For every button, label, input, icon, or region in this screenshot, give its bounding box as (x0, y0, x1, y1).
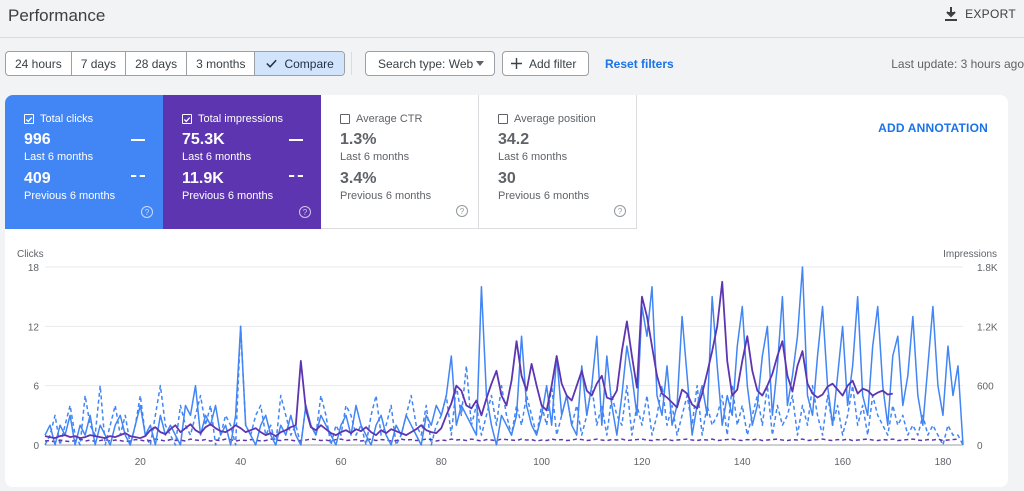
toolbar-divider (351, 52, 352, 75)
chart-gridlines (45, 266, 963, 446)
y-left-tick-label: 0 (33, 441, 39, 452)
series-line-impressions-previous (44, 438, 959, 443)
x-tick-label: 60 (335, 457, 347, 468)
card-previous-period: Previous 6 months (498, 190, 590, 202)
x-tick-label: 160 (834, 457, 851, 468)
card-previous-value: 3.4% (340, 170, 377, 187)
card-previous-period: Previous 6 months (182, 190, 274, 202)
check-icon (266, 59, 278, 68)
add-filter-label: Add filter (529, 56, 577, 71)
caret-down-icon (476, 61, 484, 66)
download-icon (945, 7, 958, 21)
card-previous-value: 30 (498, 170, 516, 187)
card-previous-value: 11.9K (182, 170, 224, 187)
chart-axis-labels: 0 0 6 600 12 1.2K 18 1.8K Clicks Impressions 20 40 6… (17, 249, 998, 468)
range-7-days[interactable]: 7 days (72, 52, 127, 75)
card-label: Total clicks (40, 113, 94, 125)
reset-filters-link[interactable]: Reset filters (605, 57, 674, 71)
x-tick-label: 20 (135, 457, 147, 468)
header: Performance EXPORT (0, 0, 1024, 38)
help-icon[interactable]: ? (456, 205, 468, 217)
range-compare-label: Compare (284, 56, 334, 71)
plus-icon (511, 58, 522, 69)
range-3-months[interactable]: 3 months (187, 52, 256, 75)
card-period: Last 6 months (340, 151, 410, 163)
search-type-label: Search type: Web (378, 56, 474, 71)
card-previous-period: Previous 6 months (340, 190, 432, 202)
y-left-tick-label: 12 (28, 322, 40, 333)
card-label: Total impressions (198, 113, 283, 125)
legend-dashed-line-icon (131, 175, 145, 177)
card-total-clicks[interactable]: Total clicks 996 Last 6 months 409 Previ… (5, 95, 163, 229)
legend-solid-line-icon (289, 139, 303, 141)
x-tick-label: 120 (634, 457, 651, 468)
range-28-days[interactable]: 28 days (126, 52, 188, 75)
card-value: 1.3% (340, 131, 377, 148)
range-compare[interactable]: Compare (255, 52, 344, 75)
y-right-tick-label: 600 (977, 382, 994, 393)
checkbox-checked-icon[interactable] (24, 114, 34, 124)
x-tick-label: 140 (734, 457, 751, 468)
checkbox-unchecked-icon[interactable] (498, 114, 508, 124)
add-annotation-button[interactable]: ADD ANNOTATION (878, 121, 988, 135)
export-button[interactable]: EXPORT (943, 6, 1016, 22)
help-icon[interactable]: ? (141, 206, 153, 218)
y-right-axis-label: Impressions (943, 249, 997, 260)
x-tick-label: 80 (436, 457, 448, 468)
y-right-tick-label: 0 (977, 441, 983, 452)
card-value: 34.2 (498, 131, 530, 148)
add-filter-button[interactable]: Add filter (502, 51, 589, 76)
card-previous-period: Previous 6 months (24, 190, 116, 202)
card-average-position[interactable]: Average position 34.2 Last 6 months 30 P… (479, 95, 637, 229)
legend-solid-line-icon (131, 139, 145, 141)
chart-series (44, 266, 964, 446)
series-line-clicks (44, 266, 964, 446)
checkbox-checked-icon[interactable] (182, 114, 192, 124)
series-line-impressions (44, 280, 893, 439)
date-range-group: 24 hours 7 days 28 days 3 months Compare (5, 51, 345, 76)
legend-dashed-line-icon (289, 175, 303, 177)
card-value: 75.3K (182, 131, 225, 148)
y-left-axis-label: Clicks (17, 249, 44, 260)
card-period: Last 6 months (24, 151, 94, 163)
card-value: 996 (24, 131, 51, 148)
performance-chart[interactable]: 0 0 6 600 12 1.2K 18 1.8K Clicks Impressions 20 40 6… (5, 240, 1008, 485)
export-label: EXPORT (965, 7, 1016, 21)
x-tick-label: 40 (235, 457, 247, 468)
last-update-text: Last update: 3 hours ago (891, 57, 1024, 71)
y-right-tick-label: 1.8K (977, 263, 998, 274)
card-label: Average position (514, 113, 596, 125)
card-period: Last 6 months (182, 151, 252, 163)
x-tick-label: 100 (533, 457, 550, 468)
performance-panel: Total clicks 996 Last 6 months 409 Previ… (5, 95, 1008, 487)
card-period: Last 6 months (498, 151, 568, 163)
help-icon[interactable]: ? (614, 205, 626, 217)
page-title: Performance (8, 6, 106, 25)
card-total-impressions[interactable]: Total impressions 75.3K Last 6 months 11… (163, 95, 321, 229)
help-icon[interactable]: ? (299, 206, 311, 218)
x-tick-label: 180 (935, 457, 952, 468)
card-average-ctr[interactable]: Average CTR 1.3% Last 6 months 3.4% Prev… (321, 95, 479, 229)
card-previous-value: 409 (24, 170, 51, 187)
y-left-tick-label: 18 (28, 263, 40, 274)
y-left-tick-label: 6 (33, 382, 39, 393)
range-24-hours[interactable]: 24 hours (6, 52, 72, 75)
y-right-tick-label: 1.2K (977, 322, 998, 333)
card-label: Average CTR (356, 113, 423, 125)
search-type-dropdown[interactable]: Search type: Web (365, 51, 495, 76)
checkbox-unchecked-icon[interactable] (340, 114, 350, 124)
